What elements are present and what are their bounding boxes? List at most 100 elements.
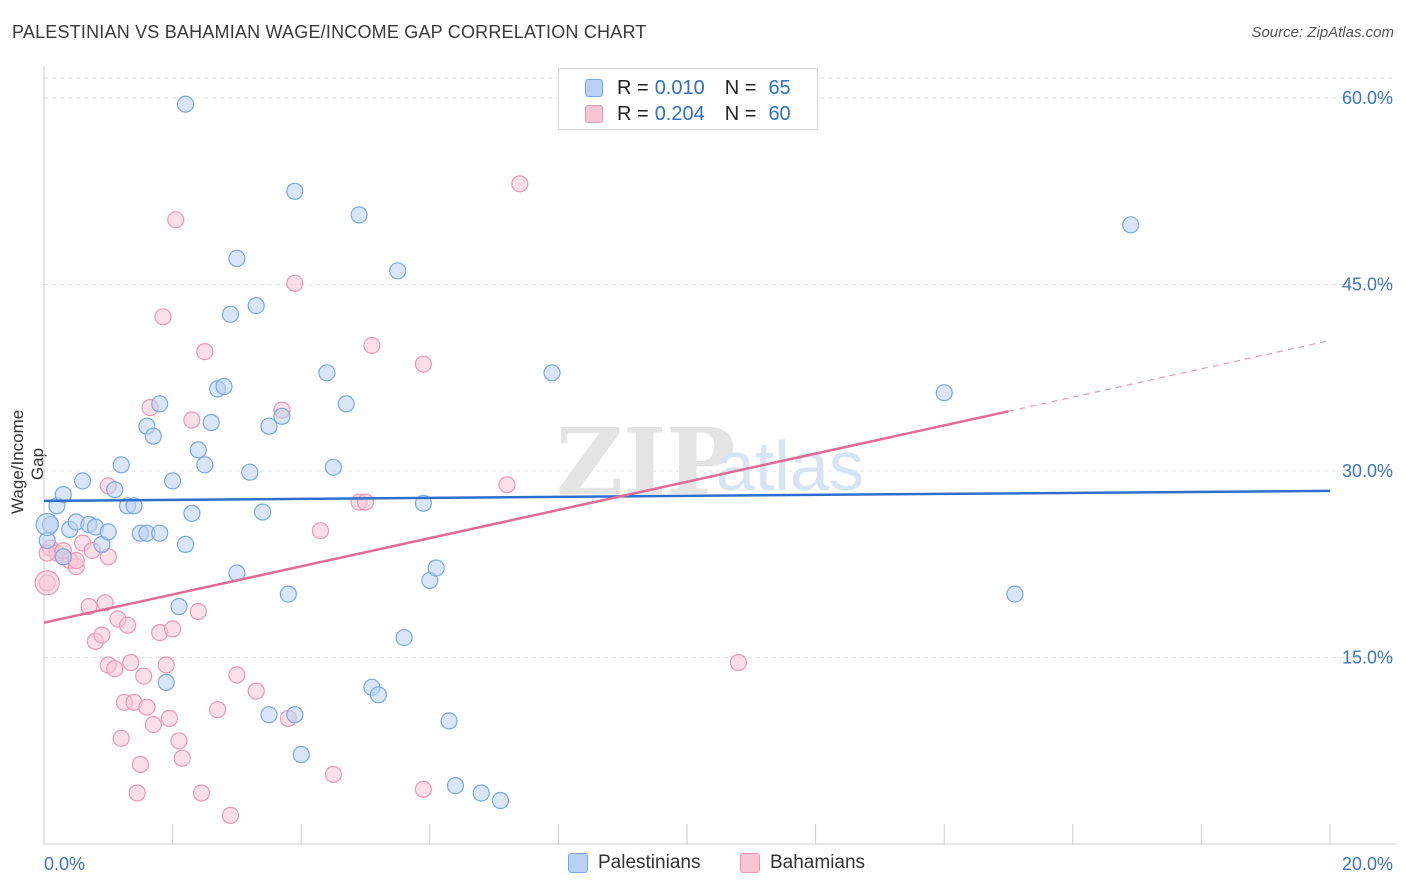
palestinians-trend-line bbox=[43, 489, 1331, 503]
r-value-palestinians: 0.010 bbox=[654, 76, 705, 99]
palestinians-point bbox=[543, 364, 561, 382]
bahamians-point bbox=[189, 602, 207, 621]
palestinians-point bbox=[273, 407, 291, 425]
y-tick-label: 15.0% bbox=[1342, 648, 1393, 668]
bahamians-point bbox=[118, 616, 137, 634]
palestinians-point bbox=[73, 472, 92, 490]
palestinians-legend-swatch bbox=[568, 853, 588, 873]
palestinians-point bbox=[176, 95, 195, 113]
palestinians-point bbox=[260, 417, 278, 435]
bahamians-point bbox=[131, 755, 149, 774]
bahamians-point bbox=[80, 597, 98, 616]
bahamians-point bbox=[183, 411, 201, 429]
r-value-bahamians: 0.204 bbox=[654, 102, 705, 125]
bahamians-point bbox=[96, 594, 114, 612]
palestinians-point bbox=[221, 305, 240, 323]
x-tick-label: 20.0% bbox=[1342, 854, 1393, 874]
bahamians-point bbox=[157, 656, 175, 674]
bahamians-point bbox=[324, 765, 342, 784]
legend-item-bahamians: Bahamians bbox=[740, 852, 865, 874]
y-tick-label: 60.0% bbox=[1342, 88, 1393, 108]
bahamians-point bbox=[311, 522, 330, 540]
series-legend: Palestinians Bahamians bbox=[0, 850, 1406, 878]
palestinians-point bbox=[260, 706, 278, 724]
bahamians-point bbox=[167, 211, 185, 229]
palestinians-point bbox=[337, 395, 355, 413]
bahamians-point bbox=[135, 667, 153, 685]
bahamians-point bbox=[154, 308, 172, 326]
palestinians-point bbox=[202, 413, 220, 432]
bahamians-swatch bbox=[585, 105, 603, 123]
y-tick-label: 30.0% bbox=[1342, 461, 1393, 481]
palestinians-point bbox=[241, 463, 259, 481]
bahamians-point bbox=[106, 660, 124, 678]
bahamians-point bbox=[196, 343, 214, 361]
correlation-legend: R = 0.010 N = 65 R = 0.204 N = 60 bbox=[558, 68, 818, 130]
palestinians-point bbox=[286, 706, 304, 724]
n-value-palestinians: 65 bbox=[768, 76, 791, 99]
y-tick-label: 45.0% bbox=[1342, 275, 1393, 295]
palestinians-point bbox=[395, 628, 413, 647]
bahamians-point bbox=[160, 709, 178, 728]
chart-title: PALESTINIAN VS BAHAMIAN WAGE/INCOME GAP … bbox=[12, 22, 647, 42]
bahamians-point bbox=[511, 175, 529, 193]
palestinians-points bbox=[35, 95, 1140, 810]
trend-lines bbox=[43, 339, 1331, 624]
palestinians-point bbox=[151, 524, 169, 542]
bahamians-point bbox=[498, 476, 516, 494]
palestinians-point bbox=[1006, 585, 1024, 603]
bahamians-trend-projection bbox=[1008, 339, 1331, 412]
palestinians-point bbox=[1122, 216, 1140, 234]
palestinians-point bbox=[440, 712, 458, 730]
x-tick-label: 0.0% bbox=[44, 854, 85, 874]
palestinians-point bbox=[112, 456, 130, 474]
r-label: R = bbox=[617, 102, 649, 125]
palestinians-point bbox=[183, 504, 201, 522]
palestinians-point bbox=[189, 441, 207, 459]
axes bbox=[43, 66, 1396, 845]
palestinians-point bbox=[106, 481, 124, 499]
palestinians-point bbox=[369, 686, 387, 704]
bahamians-point bbox=[247, 682, 265, 700]
palestinians-point bbox=[324, 458, 342, 476]
palestinians-point bbox=[935, 384, 953, 402]
n-value-bahamians: 60 bbox=[768, 102, 791, 125]
palestinians-point bbox=[35, 512, 59, 537]
palestinians-point bbox=[176, 535, 195, 554]
bahamians-point bbox=[122, 653, 140, 672]
bahamians-point bbox=[112, 729, 130, 747]
n-label: N = bbox=[724, 102, 757, 125]
r-label: R = bbox=[617, 76, 649, 99]
palestinians-point bbox=[54, 486, 72, 504]
palestinians-point bbox=[491, 791, 510, 810]
tick-labels: 15.0% 30.0% 45.0% 60.0% 0.0% 20.0% bbox=[44, 88, 1393, 874]
palestinians-point bbox=[292, 745, 310, 764]
legend-row-bahamians: R = 0.204 N = 60 bbox=[585, 103, 791, 125]
legend-item-palestinians: Palestinians bbox=[568, 852, 700, 874]
palestinians-swatch bbox=[585, 79, 603, 97]
palestinians-point bbox=[196, 456, 214, 474]
bahamians-point bbox=[138, 698, 156, 716]
bahamians-point bbox=[356, 493, 375, 511]
bahamians-point bbox=[93, 626, 111, 644]
bahamians-point bbox=[34, 570, 60, 596]
palestinians-point bbox=[414, 494, 432, 512]
bahamians-point bbox=[173, 749, 191, 767]
bahamians-point bbox=[128, 784, 146, 802]
palestinians-point bbox=[350, 206, 368, 224]
palestinians-point bbox=[164, 472, 182, 490]
bahamians-point bbox=[192, 784, 211, 802]
bahamians-point bbox=[221, 806, 240, 825]
palestinians-point bbox=[125, 497, 143, 515]
palestinians-point bbox=[144, 427, 162, 445]
bahamians-trend-line bbox=[43, 410, 1009, 624]
bahamians-point bbox=[228, 666, 246, 684]
palestinians-point bbox=[279, 585, 297, 603]
palestinians-point bbox=[99, 523, 117, 541]
palestinians-point bbox=[286, 182, 304, 200]
palestinians-point bbox=[389, 262, 407, 280]
legend-row-palestinians: R = 0.010 N = 65 bbox=[585, 77, 791, 99]
palestinians-point bbox=[446, 776, 465, 795]
